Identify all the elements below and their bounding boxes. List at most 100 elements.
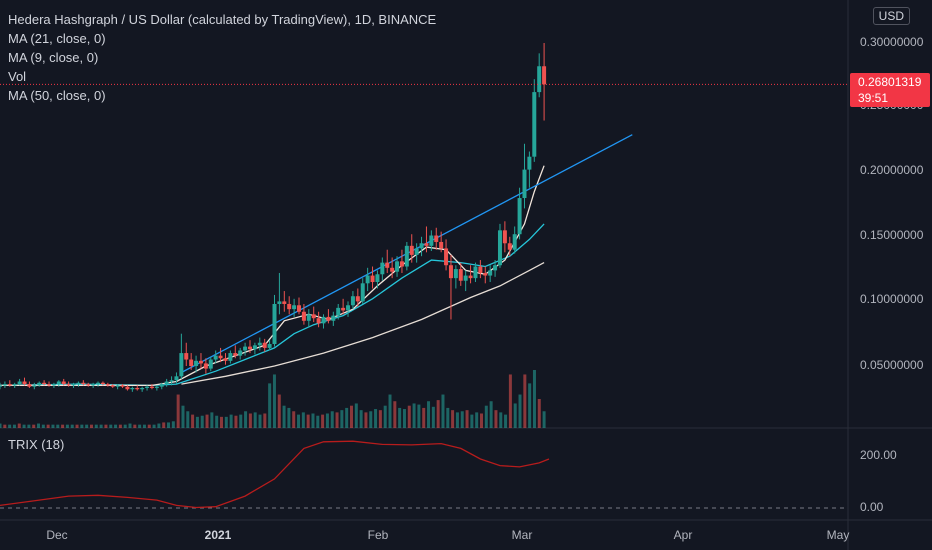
last-price-badge: 0.26801319 39:51: [850, 73, 930, 107]
candle-body: [100, 382, 105, 385]
candle-body: [228, 353, 233, 361]
candle-body: [7, 384, 12, 386]
volume-bar: [56, 424, 60, 428]
volume-bar: [412, 403, 416, 428]
volume-bar: [200, 415, 204, 428]
candle-body: [517, 198, 522, 235]
candle-body: [32, 385, 37, 387]
volume-bar: [407, 405, 411, 428]
volume-bar: [398, 407, 402, 428]
candle-body: [12, 384, 17, 386]
volume-bar: [147, 424, 151, 428]
legend-ma9[interactable]: MA (9, close, 0): [8, 50, 99, 65]
candle-body: [27, 384, 32, 387]
candle-body: [267, 344, 272, 348]
ma-50-line: [181, 262, 545, 385]
volume-bar: [138, 424, 142, 428]
candle-body: [213, 355, 218, 360]
x-tick-label: Dec: [46, 528, 68, 542]
volume-bar: [287, 407, 291, 428]
volume-bar: [542, 411, 546, 428]
volume-bar: [297, 414, 301, 428]
candle-body: [414, 248, 419, 255]
candle-body: [110, 385, 115, 387]
volume-bar: [32, 424, 36, 428]
candle-body: [238, 350, 243, 356]
currency-button[interactable]: USD: [872, 7, 910, 25]
candle-body: [537, 66, 542, 93]
candle-body: [502, 230, 507, 244]
volume-bar: [8, 424, 12, 428]
candle-body: [341, 307, 346, 311]
candle-body: [145, 386, 150, 388]
candle-body: [120, 385, 125, 387]
candle-body: [272, 303, 277, 345]
candle-body: [448, 265, 453, 279]
candle-body: [321, 316, 326, 324]
candle-body: [355, 296, 360, 302]
x-tick-label: Apr: [673, 528, 693, 542]
volume-bar: [374, 409, 378, 428]
volume-bar: [51, 424, 55, 428]
volume-bar: [272, 374, 276, 428]
candle-body: [218, 355, 223, 359]
x-tick-label: Mar: [511, 528, 533, 542]
volume-bar: [465, 410, 469, 428]
volume-bar: [532, 370, 536, 428]
x-tick-label: Feb: [367, 528, 389, 542]
trix-line: [0, 440, 550, 509]
ma-21-path: [0, 223, 545, 387]
volume-bar: [378, 410, 382, 428]
candle-body: [174, 376, 179, 381]
volume-bar: [417, 404, 421, 428]
y-tick-label: 0.30000000: [860, 35, 924, 49]
candle-body: [542, 66, 547, 85]
trix-legend[interactable]: TRIX (18): [8, 437, 65, 452]
candle-body: [282, 301, 287, 304]
volume-bar: [263, 413, 267, 428]
candle-body: [292, 305, 297, 310]
volume-bar: [422, 407, 426, 428]
volume-bar: [167, 422, 171, 428]
candle-body: [96, 382, 101, 385]
volume-bar: [128, 423, 132, 428]
volume-bar: [528, 383, 532, 428]
candle-body: [453, 269, 458, 279]
last-price-value: 0.26801319: [858, 75, 922, 89]
candle-body: [159, 384, 164, 387]
candle-body: [365, 275, 370, 284]
volume-bar: [508, 374, 512, 428]
candle-body: [287, 303, 292, 310]
candle-body: [404, 245, 409, 267]
legend-ma50[interactable]: MA (50, close, 0): [8, 88, 106, 103]
volume-bar: [306, 414, 310, 428]
candle-body: [81, 382, 86, 385]
candle-body: [507, 243, 512, 250]
volume-bar: [340, 410, 344, 428]
candle-body: [326, 316, 331, 321]
candle-body: [86, 384, 91, 386]
candle-body: [194, 360, 199, 366]
candle-body: [66, 384, 71, 386]
volume-bar: [65, 424, 69, 428]
volume-bar: [210, 412, 214, 428]
volume-bar: [99, 424, 103, 428]
candle-body: [311, 314, 316, 319]
candle-body: [149, 386, 154, 388]
volume-bar: [316, 415, 320, 428]
candle-body: [350, 296, 355, 306]
volume-bar: [219, 416, 223, 428]
volume-bar: [244, 411, 248, 428]
ma-50-path: [181, 262, 545, 385]
legend-vol[interactable]: Vol: [8, 69, 27, 84]
volume-bar: [345, 407, 349, 428]
volume-bar: [513, 403, 517, 428]
volume-bar: [27, 424, 31, 428]
legend-ma21[interactable]: MA (21, close, 0): [8, 31, 106, 46]
volume-bar: [268, 383, 272, 428]
candle-body: [316, 318, 321, 324]
volume-bar: [354, 403, 358, 428]
volume-bar: [518, 394, 522, 428]
candle-body: [497, 230, 502, 266]
